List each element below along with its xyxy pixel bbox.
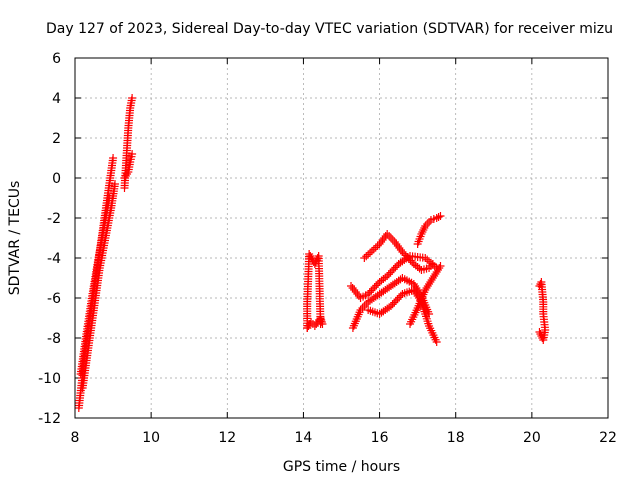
data-point-marker xyxy=(316,314,325,322)
y-tick-label: -8 xyxy=(47,331,61,347)
data-point-marker xyxy=(539,336,548,344)
grid-lines xyxy=(75,58,608,418)
data-point-marker xyxy=(385,232,394,240)
x-axis-label: GPS time / hours xyxy=(283,459,400,475)
x-tick-label: 20 xyxy=(523,430,541,446)
data-point-marker xyxy=(436,262,445,270)
data-point-marker xyxy=(386,234,395,242)
data-point-marker xyxy=(128,150,137,158)
x-tick-label: 16 xyxy=(371,430,389,446)
x-tick-label: 12 xyxy=(218,430,236,446)
data-point-marker xyxy=(318,320,327,328)
x-tick-label: 10 xyxy=(142,430,160,446)
data-point-marker xyxy=(535,328,544,336)
data-point-marker xyxy=(383,230,392,238)
y-tick-label: 6 xyxy=(52,51,61,67)
y-tick-label: -4 xyxy=(47,251,61,267)
data-point-marker xyxy=(432,214,441,222)
data-point-marker xyxy=(373,241,382,250)
x-tick-label: 18 xyxy=(447,430,465,446)
data-point-marker xyxy=(388,236,397,244)
data-point-marker xyxy=(425,218,434,226)
data-point-marker xyxy=(317,316,326,324)
x-tick-label: 22 xyxy=(599,430,617,446)
data-point-marker xyxy=(364,250,373,259)
data-point-marker xyxy=(354,292,363,300)
data-point-marker xyxy=(425,264,434,272)
data-point-marker xyxy=(421,222,430,230)
data-point-marker xyxy=(360,302,369,310)
chart-title: Day 127 of 2023, Sidereal Day-to-day VTE… xyxy=(46,21,613,37)
data-point-marker xyxy=(105,194,114,202)
data-point-marker xyxy=(362,252,371,261)
data-point-marker xyxy=(369,245,378,254)
y-tick-label: -10 xyxy=(38,371,61,387)
y-tick-label: -6 xyxy=(47,291,61,307)
data-point-marker xyxy=(110,180,119,188)
data-point-marker xyxy=(367,247,376,255)
data-point-marker xyxy=(419,226,428,234)
data-point-marker xyxy=(423,220,432,228)
data-point-marker xyxy=(421,254,430,262)
y-axis-label: SDTVAR / TECUs xyxy=(7,181,23,296)
data-point-marker xyxy=(317,318,326,326)
data-point-marker xyxy=(423,255,432,264)
data-point-marker xyxy=(536,330,545,338)
data-point-marker xyxy=(415,264,424,273)
data-point-marker xyxy=(371,243,380,252)
data-point-marker xyxy=(123,170,132,178)
data-point-marker xyxy=(538,334,547,342)
plot-frame xyxy=(74,57,609,419)
data-point-marker xyxy=(366,248,375,257)
data-point-marker xyxy=(436,212,445,220)
data-point-marker xyxy=(418,228,427,236)
data-point-marker xyxy=(432,338,441,346)
axis-ticks: 8 10 12 14 16 18 20 22 -12 -10 -8 -6 -4 -2 0 2 4 6 xyxy=(38,51,617,446)
data-point-marker xyxy=(434,213,443,221)
data-points xyxy=(74,94,550,412)
data-point-marker xyxy=(358,304,367,312)
data-point-marker xyxy=(537,332,546,340)
data-point-marker xyxy=(362,300,371,308)
x-tick-label: 14 xyxy=(295,430,313,446)
data-point-marker xyxy=(426,262,435,270)
data-point-marker xyxy=(417,230,426,238)
y-tick-label: 2 xyxy=(52,131,61,147)
data-point-marker xyxy=(360,254,369,262)
y-tick-label: 4 xyxy=(52,91,61,107)
data-point-marker xyxy=(356,306,365,314)
y-tick-label: 0 xyxy=(52,171,61,187)
x-tick-label: 8 xyxy=(71,430,80,446)
data-point-marker xyxy=(128,94,137,102)
y-tick-label: -2 xyxy=(47,211,61,227)
y-tick-label: -12 xyxy=(38,411,61,427)
data-point-marker xyxy=(109,154,118,162)
data-point-marker xyxy=(428,260,437,268)
data-point-marker xyxy=(435,264,444,272)
